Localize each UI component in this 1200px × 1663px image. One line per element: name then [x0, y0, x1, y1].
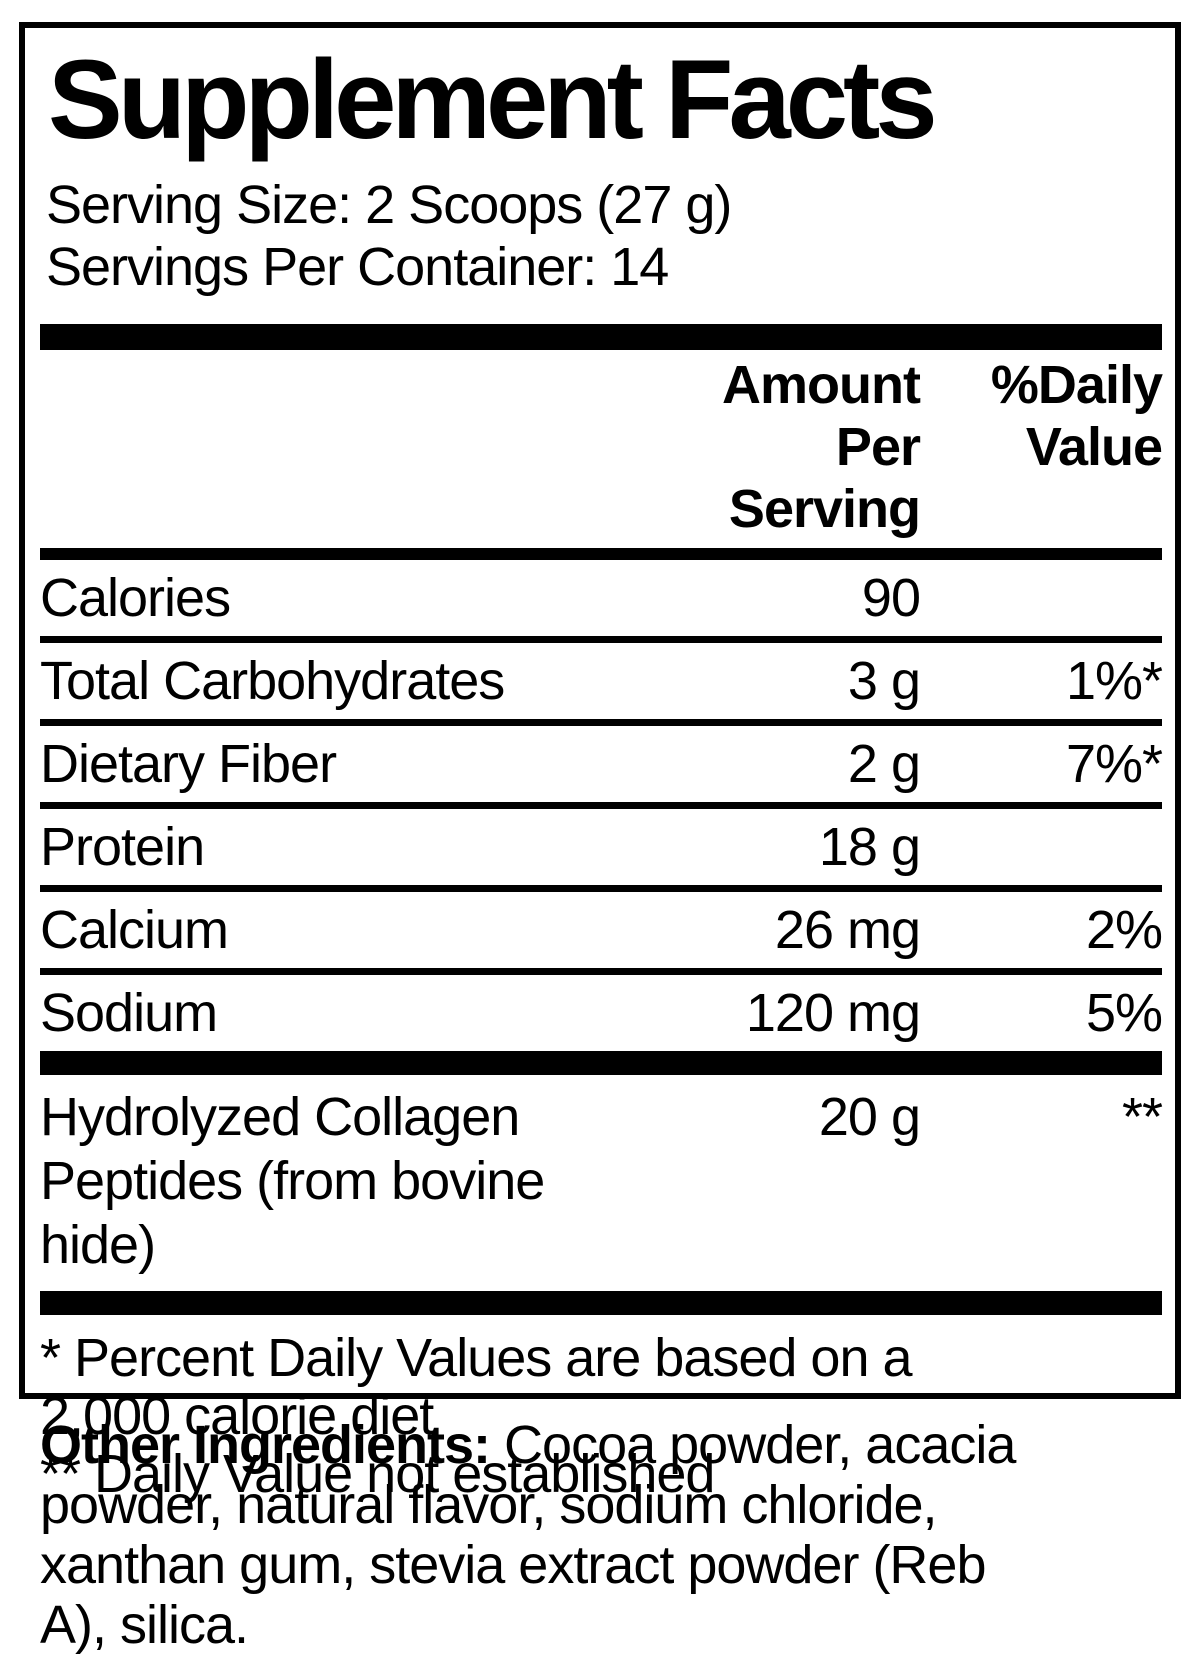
collagen-name: Hydrolyzed Collagen Peptides (from bovin… — [40, 1085, 670, 1277]
nutrient-dv — [920, 817, 1162, 877]
row-divider — [40, 802, 1162, 809]
supplement-facts-panel: Supplement Facts Serving Size: 2 Scoops … — [19, 22, 1181, 1503]
collagen-amount: 20 g — [818, 1087, 921, 1147]
divider-thick-bottom — [40, 1291, 1162, 1315]
other-ingredients-label: Other Ingredients: — [40, 1415, 491, 1475]
divider-thick-top — [40, 324, 1162, 350]
footnote-not-established: ** Daily Value not established — [40, 1444, 715, 1504]
servings-per-container-line: Servings Per Container: 14 — [46, 237, 669, 297]
other-ingredients-line1-rest: Cocoa powder, acacia — [490, 1415, 1016, 1475]
nutrient-name: Dietary Fiber — [40, 734, 337, 794]
nutrient-row-calcium: Calcium 26 mg 2% — [40, 892, 1163, 968]
nutrient-name: Sodium — [40, 983, 218, 1043]
row-divider — [40, 885, 1162, 892]
table-header-row: Amount Per Serving %Daily Value — [40, 350, 1163, 548]
nutrient-row-calories: Calories 90 — [40, 560, 1162, 636]
dv-header-line2: Value — [1025, 417, 1163, 477]
collagen-dv: ** — [1121, 1087, 1163, 1147]
row-divider — [40, 719, 1162, 726]
nutrient-name: Calcium — [40, 900, 229, 960]
divider-thick-middle — [40, 1051, 1162, 1075]
header-spacer — [40, 354, 670, 540]
nutrient-amount: 90 — [861, 568, 921, 628]
amount-per-serving-header: Amount Per Serving — [670, 354, 921, 540]
nutrient-amount: 2 g — [847, 734, 921, 794]
nutrient-dv: 1%* — [1065, 651, 1163, 711]
collagen-row: Hydrolyzed Collagen Peptides (from bovin… — [40, 1075, 1163, 1291]
nutrient-row-total-carbohydrates: Total Carbohydrates 3 g 1%* — [40, 643, 1163, 719]
amount-header-line2: Serving — [728, 479, 921, 539]
nutrient-amount: 26 mg — [774, 900, 921, 960]
nutrient-dv: 7%* — [1065, 734, 1163, 794]
serving-size-line: Serving Size: 2 Scoops (27 g) — [46, 175, 732, 235]
panel-title: Supplement Facts — [48, 37, 938, 162]
nutrient-name: Protein — [40, 817, 205, 877]
footnotes: * Percent Daily Values are based on a 2,… — [40, 1315, 1162, 1503]
divider-medium — [40, 548, 1162, 560]
other-ingredients-line1: Other Ingredients: Cocoa powder, acacia — [40, 1415, 1120, 1475]
nutrient-dv — [920, 568, 1162, 628]
amount-header-line1: Amount Per — [722, 355, 921, 477]
daily-value-header: %Daily Value — [920, 354, 1163, 540]
nutrient-row-protein: Protein 18 g — [40, 809, 1162, 885]
collagen-name-line2: Peptides (from bovine hide) — [40, 1151, 545, 1275]
nutrient-amount: 3 g — [847, 651, 921, 711]
nutrient-amount: 120 mg — [745, 983, 921, 1043]
nutrient-name: Calories — [40, 568, 231, 628]
other-ingredients-line2: powder, natural flavor, sodium chloride, — [40, 1475, 938, 1535]
nutrient-row-dietary-fiber: Dietary Fiber 2 g 7%* — [40, 726, 1163, 802]
other-ingredients: Other Ingredients: Cocoa powder, acacia … — [40, 1415, 1120, 1655]
serving-info: Serving Size: 2 Scoops (27 g) Servings P… — [40, 174, 1162, 298]
footnote-percent-line1: * Percent Daily Values are based on a — [40, 1328, 913, 1388]
nutrient-dv: 5% — [1085, 983, 1163, 1043]
footnote-percent-daily-values: * Percent Daily Values are based on a 2,… — [40, 1329, 1030, 1445]
dv-header-line1: %Daily — [990, 355, 1163, 415]
row-divider — [40, 636, 1162, 643]
nutrient-row-sodium: Sodium 120 mg 5% — [40, 975, 1163, 1051]
row-divider — [40, 968, 1162, 975]
other-ingredients-line3: xanthan gum, stevia extract powder (Reb — [40, 1535, 987, 1595]
nutrient-dv: 2% — [1085, 900, 1163, 960]
other-ingredients-line4: A), silica. — [40, 1595, 249, 1655]
footnote-percent-line2: 2,000 calorie diet — [40, 1386, 434, 1446]
nutrient-amount: 18 g — [818, 817, 921, 877]
collagen-name-line1: Hydrolyzed Collagen — [40, 1087, 520, 1147]
nutrient-name: Total Carbohydrates — [40, 651, 505, 711]
